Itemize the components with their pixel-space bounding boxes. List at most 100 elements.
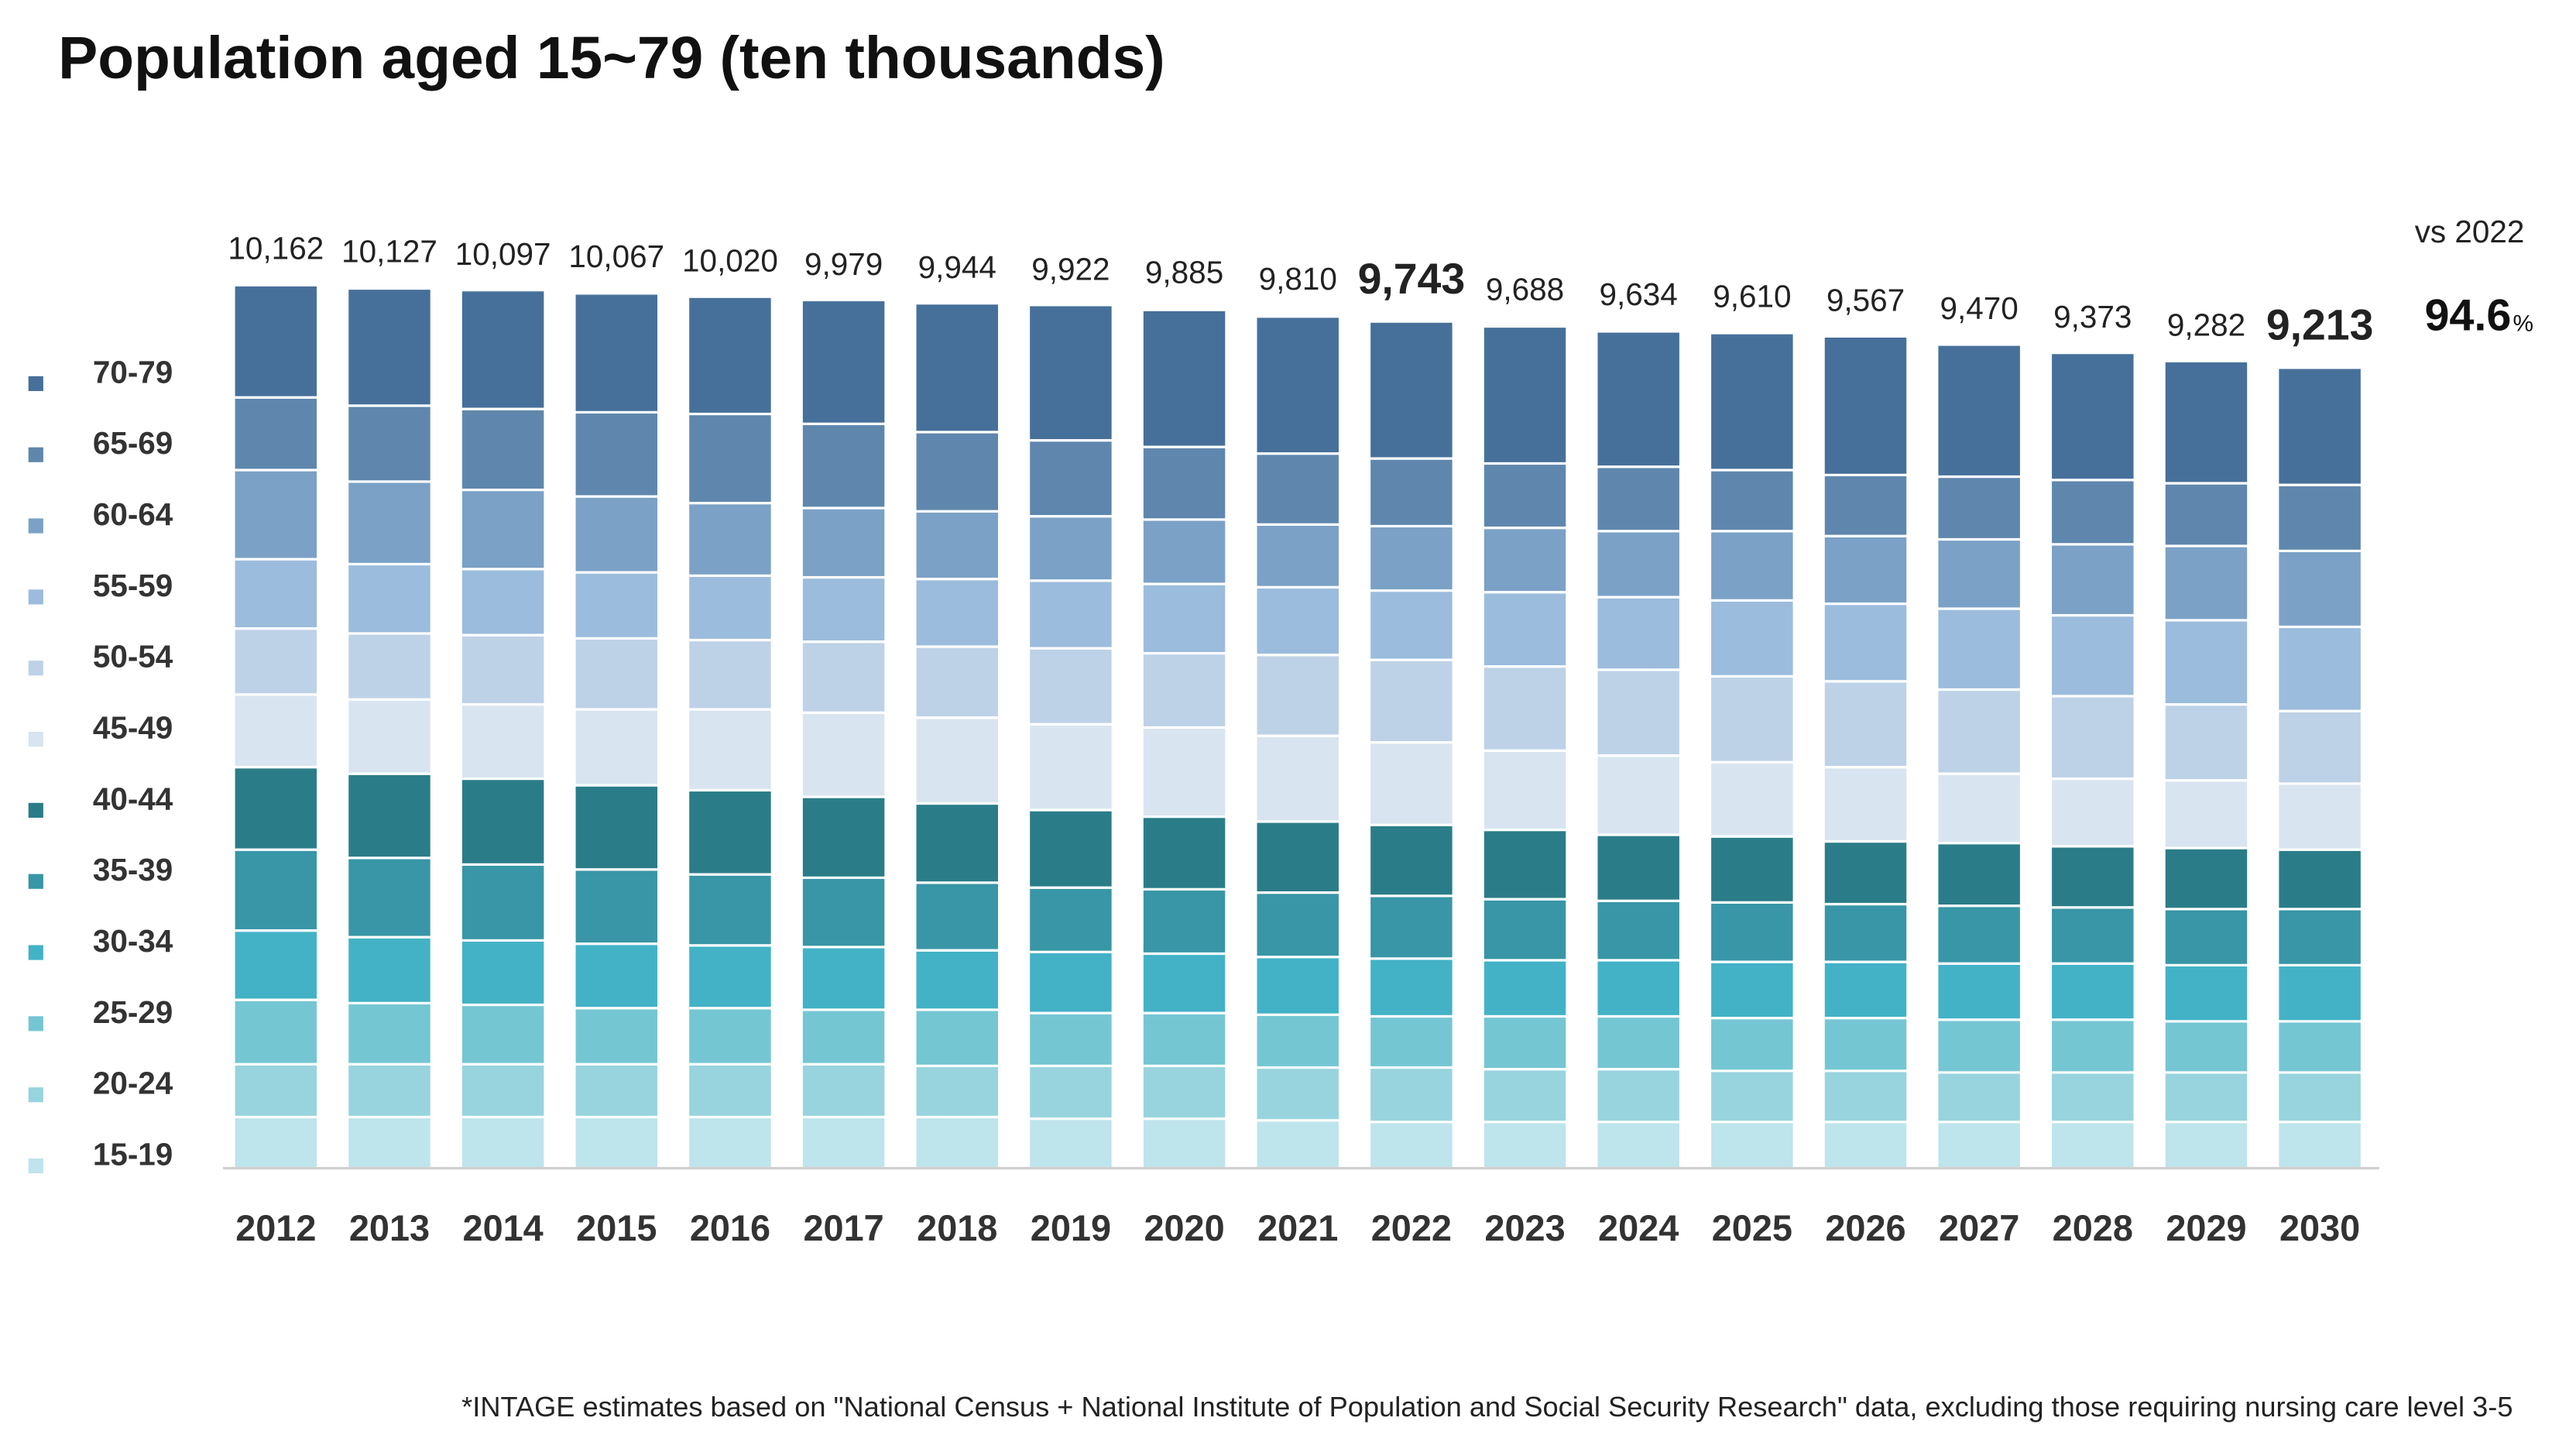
bar-segment	[2276, 1071, 2364, 1124]
bar-segment	[346, 935, 433, 1004]
bar-segment	[573, 942, 660, 1010]
bar-segment	[2163, 908, 2250, 966]
bar-segment	[1367, 1121, 1455, 1170]
bar-segment	[914, 1064, 1001, 1119]
bar-segment	[573, 1062, 660, 1119]
bar-segment	[1367, 1014, 1455, 1069]
bar-segment	[800, 711, 887, 798]
legend-label: 40-44	[93, 781, 173, 816]
x-tick-label: 2014	[463, 1208, 544, 1248]
bar-segment	[1481, 591, 1569, 668]
bar-segment	[2163, 619, 2250, 706]
total-label: 9,634	[1600, 276, 1678, 312]
x-tick-label: 2029	[2166, 1208, 2246, 1248]
bar-segment	[1708, 835, 1796, 904]
bar-segment	[2049, 845, 2136, 909]
x-tick-label: 2027	[1939, 1208, 2019, 1248]
bar-segment	[2163, 1121, 2250, 1170]
bar-segment	[232, 848, 320, 932]
bar-segment	[1481, 665, 1569, 752]
bar-segment	[1027, 579, 1114, 650]
bar-segment	[1367, 957, 1455, 1018]
legend-label: 25-29	[93, 994, 173, 1030]
bar-segment	[687, 1007, 773, 1066]
bar-segment	[1254, 956, 1342, 1016]
bar-segment	[1481, 324, 1569, 465]
bar-segment	[459, 488, 547, 571]
bar-segment	[1822, 335, 1909, 476]
bar-segment	[2276, 625, 2364, 712]
bar-segment	[1481, 959, 1569, 1018]
bar-segment	[800, 298, 887, 425]
x-tick-label: 2018	[917, 1208, 997, 1248]
bar-segment	[1708, 1016, 1796, 1073]
total-label: 9,373	[2053, 299, 2132, 335]
x-tick-label: 2021	[1257, 1208, 1338, 1248]
bar-segment	[1708, 960, 1796, 1020]
bar-segment	[914, 949, 1001, 1011]
bar-segment	[1481, 1014, 1569, 1071]
legend-label: 60-64	[93, 496, 173, 532]
total-label: 9,944	[918, 249, 996, 285]
total-label: 9,610	[1713, 278, 1791, 314]
bar-segment	[2163, 359, 2250, 485]
bar-segment	[1367, 524, 1455, 592]
bar-segment	[346, 632, 433, 701]
legend-swatch	[28, 518, 43, 534]
bar-segment	[1254, 315, 1342, 455]
bar-segment	[2276, 1121, 2364, 1170]
x-tick-label: 2028	[2053, 1208, 2133, 1248]
x-tick-label: 2030	[2279, 1208, 2360, 1248]
bar-segment	[573, 1115, 660, 1170]
bar-segment	[2276, 709, 2364, 785]
bar-segment	[459, 777, 547, 866]
bar-segment	[1595, 754, 1682, 836]
bar-segment	[232, 766, 320, 851]
bar-segment	[2163, 963, 2250, 1023]
bar-segment	[1141, 308, 1228, 448]
bar-segment	[1822, 1069, 1909, 1124]
bar-segment	[2276, 782, 2364, 851]
bar-segment	[1141, 1117, 1228, 1170]
bar-segment	[800, 876, 887, 949]
comparison-unit: %	[2513, 311, 2534, 337]
bar-segment	[459, 1062, 547, 1119]
bar-segment	[1141, 952, 1228, 1014]
bar-segment	[1936, 537, 2023, 610]
bar-segment	[232, 283, 320, 399]
legend-swatch	[28, 1016, 43, 1032]
bar-segment	[1254, 654, 1342, 737]
bar-segment	[1595, 1014, 1682, 1071]
bar-segment	[1822, 1121, 1909, 1170]
x-tick-label: 2019	[1031, 1208, 1111, 1248]
bar-segment	[914, 645, 1001, 719]
bar-segment	[1481, 1068, 1569, 1124]
bar-segment	[1254, 891, 1342, 959]
bar-segment	[1481, 1121, 1569, 1170]
bar-segment	[687, 1115, 773, 1170]
bar-segment	[459, 289, 547, 410]
total-label: 9,688	[1486, 272, 1564, 307]
bar-segment	[232, 558, 320, 630]
bar-segment	[1595, 1068, 1682, 1124]
bar-segment	[1936, 842, 2023, 908]
bar-segment	[800, 1008, 887, 1066]
legend-label: 70-79	[93, 354, 173, 390]
x-tick-label: 2022	[1371, 1208, 1452, 1248]
bar-segment	[2163, 846, 2250, 911]
bar-segment	[2276, 1020, 2364, 1074]
bar-segment	[1027, 950, 1114, 1014]
bar-segment	[1254, 523, 1342, 589]
bar-segment	[346, 480, 433, 566]
bar-segment	[1708, 1121, 1796, 1170]
bar-segment	[2163, 482, 2250, 548]
bar-segment	[1595, 330, 1682, 469]
x-tick-label: 2013	[349, 1208, 430, 1248]
bar-segment	[2163, 779, 2250, 850]
bar-segment	[1254, 585, 1342, 657]
legend-label: 50-54	[93, 639, 173, 675]
bar-segment	[1936, 688, 2023, 775]
bar-segment	[1595, 899, 1682, 962]
bar-segment	[1822, 1016, 1909, 1073]
